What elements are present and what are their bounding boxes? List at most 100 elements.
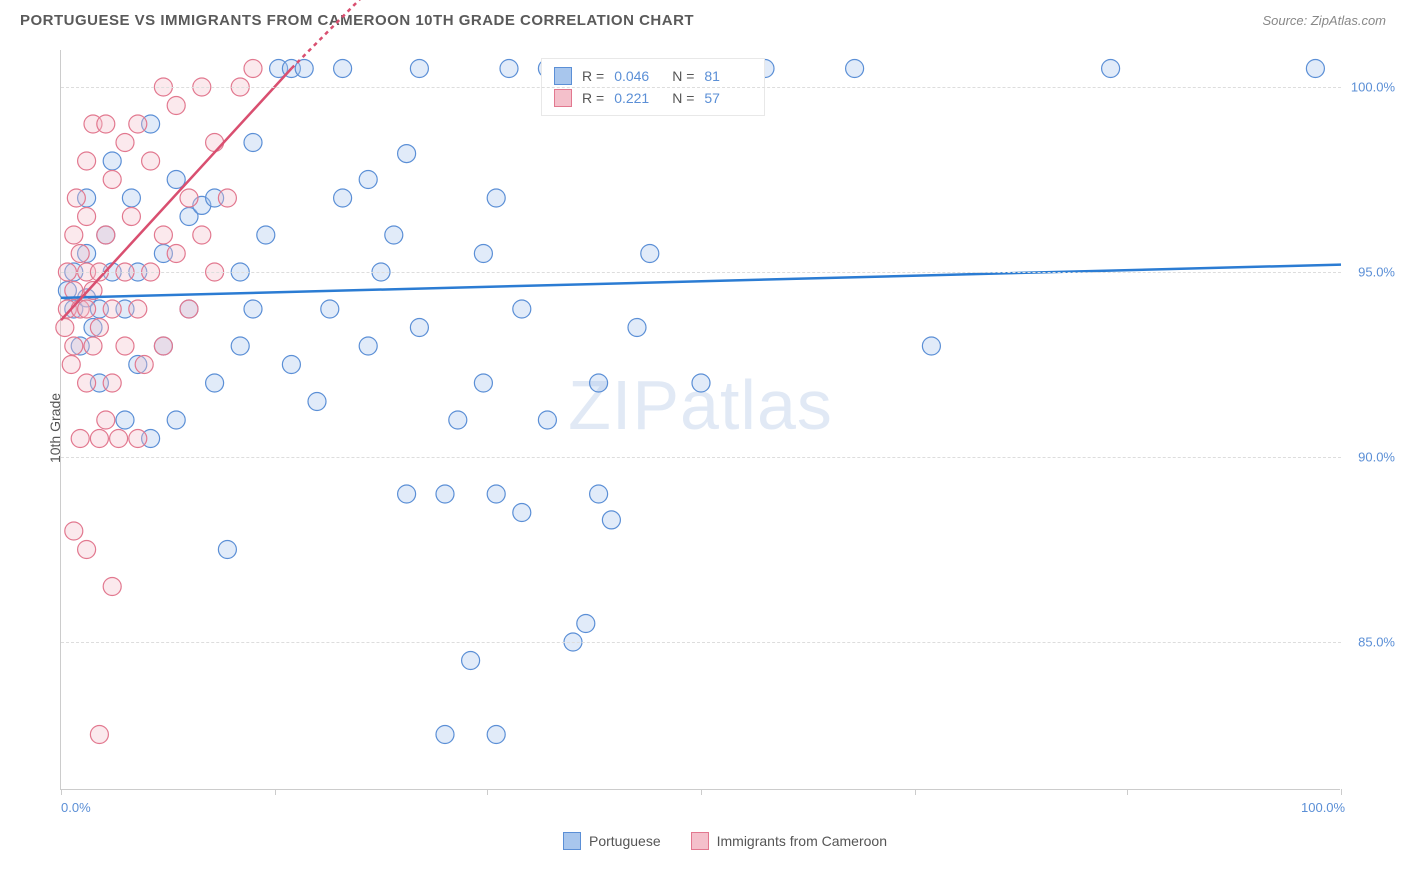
gridline bbox=[61, 87, 1341, 88]
series-legend: Portuguese Immigrants from Cameroon bbox=[563, 832, 887, 850]
data-point bbox=[1306, 60, 1324, 78]
n-value-series1: 81 bbox=[704, 68, 752, 84]
data-point bbox=[103, 374, 121, 392]
data-point bbox=[474, 374, 492, 392]
data-point bbox=[692, 374, 710, 392]
legend-row-series1: R = 0.046 N = 81 bbox=[554, 65, 752, 87]
y-tick-label: 90.0% bbox=[1345, 450, 1395, 465]
data-point bbox=[308, 393, 326, 411]
data-point bbox=[167, 411, 185, 429]
data-point bbox=[97, 115, 115, 133]
data-point bbox=[244, 134, 262, 152]
data-point bbox=[116, 411, 134, 429]
data-point bbox=[641, 245, 659, 263]
data-point bbox=[129, 300, 147, 318]
scatter-plot-svg bbox=[61, 50, 1341, 790]
data-point bbox=[513, 300, 531, 318]
x-tick-label: 100.0% bbox=[1301, 800, 1345, 815]
data-point bbox=[846, 60, 864, 78]
n-label: N = bbox=[672, 68, 694, 84]
data-point bbox=[90, 430, 108, 448]
data-point bbox=[67, 189, 85, 207]
y-tick-label: 100.0% bbox=[1345, 80, 1395, 95]
data-point bbox=[167, 97, 185, 115]
data-point bbox=[449, 411, 467, 429]
data-point bbox=[590, 485, 608, 503]
data-point bbox=[62, 356, 80, 374]
data-point bbox=[487, 189, 505, 207]
legend-swatch-series2 bbox=[691, 832, 709, 850]
data-point bbox=[90, 319, 108, 337]
data-point bbox=[922, 337, 940, 355]
data-point bbox=[206, 374, 224, 392]
source-attribution: Source: ZipAtlas.com bbox=[1262, 13, 1386, 28]
data-point bbox=[116, 337, 134, 355]
header: PORTUGUESE VS IMMIGRANTS FROM CAMEROON 1… bbox=[0, 0, 1406, 37]
data-point bbox=[334, 189, 352, 207]
gridline bbox=[61, 642, 1341, 643]
x-tick bbox=[701, 789, 702, 795]
r-label: R = bbox=[582, 68, 604, 84]
data-point bbox=[103, 578, 121, 596]
data-point bbox=[244, 300, 262, 318]
data-point bbox=[180, 300, 198, 318]
data-point bbox=[436, 726, 454, 744]
legend-label-series1: Portuguese bbox=[589, 833, 661, 849]
data-point bbox=[56, 319, 74, 337]
x-tick-label: 0.0% bbox=[61, 800, 91, 815]
data-point bbox=[474, 245, 492, 263]
data-point bbox=[97, 226, 115, 244]
data-point bbox=[602, 511, 620, 529]
data-point bbox=[122, 208, 140, 226]
data-point bbox=[90, 726, 108, 744]
gridline bbox=[61, 457, 1341, 458]
data-point bbox=[334, 60, 352, 78]
data-point bbox=[218, 541, 236, 559]
y-tick-label: 85.0% bbox=[1345, 635, 1395, 650]
data-point bbox=[122, 189, 140, 207]
data-point bbox=[116, 134, 134, 152]
data-point bbox=[590, 374, 608, 392]
plot-area: ZIPatlas R = 0.046 N = 81 R = 0.221 N = … bbox=[60, 50, 1340, 790]
data-point bbox=[462, 652, 480, 670]
legend-swatch-series2 bbox=[554, 89, 572, 107]
data-point bbox=[65, 522, 83, 540]
data-point bbox=[142, 152, 160, 170]
data-point bbox=[359, 171, 377, 189]
data-point bbox=[180, 189, 198, 207]
data-point bbox=[167, 245, 185, 263]
x-tick bbox=[915, 789, 916, 795]
data-point bbox=[410, 319, 428, 337]
data-point bbox=[103, 171, 121, 189]
data-point bbox=[1102, 60, 1120, 78]
r-value-series2: 0.221 bbox=[614, 90, 662, 106]
x-tick bbox=[487, 789, 488, 795]
data-point bbox=[78, 374, 96, 392]
data-point bbox=[154, 337, 172, 355]
data-point bbox=[398, 145, 416, 163]
data-point bbox=[436, 485, 454, 503]
legend-item-series1: Portuguese bbox=[563, 832, 661, 850]
data-point bbox=[78, 152, 96, 170]
data-point bbox=[577, 615, 595, 633]
data-point bbox=[78, 208, 96, 226]
data-point bbox=[487, 485, 505, 503]
r-label: R = bbox=[582, 90, 604, 106]
data-point bbox=[244, 60, 262, 78]
data-point bbox=[385, 226, 403, 244]
data-point bbox=[193, 226, 211, 244]
data-point bbox=[97, 411, 115, 429]
data-point bbox=[282, 356, 300, 374]
data-point bbox=[110, 430, 128, 448]
data-point bbox=[129, 115, 147, 133]
data-point bbox=[321, 300, 339, 318]
data-point bbox=[103, 152, 121, 170]
data-point bbox=[129, 430, 147, 448]
data-point bbox=[500, 60, 518, 78]
gridline bbox=[61, 272, 1341, 273]
n-value-series2: 57 bbox=[704, 90, 752, 106]
data-point bbox=[135, 356, 153, 374]
data-point bbox=[78, 541, 96, 559]
legend-row-series2: R = 0.221 N = 57 bbox=[554, 87, 752, 109]
data-point bbox=[359, 337, 377, 355]
